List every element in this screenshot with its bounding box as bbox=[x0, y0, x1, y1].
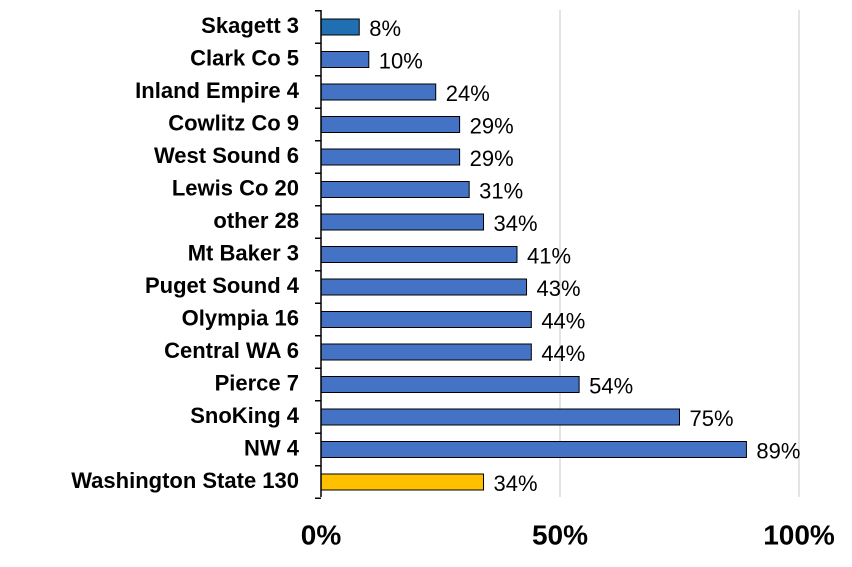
category-label: Cowlitz Co 9 bbox=[168, 110, 299, 135]
category-label: Olympia 16 bbox=[182, 305, 299, 330]
data-label: 41% bbox=[527, 243, 571, 268]
bar-2 bbox=[320, 83, 437, 101]
data-label: 31% bbox=[479, 178, 523, 203]
data-label: 44% bbox=[541, 341, 585, 366]
y-axis bbox=[315, 10, 322, 499]
bar-4 bbox=[320, 148, 461, 166]
bar-0 bbox=[320, 18, 360, 36]
bar-5 bbox=[320, 181, 470, 198]
category-label: Washington State 130 bbox=[71, 468, 299, 493]
x-tick-label: 50% bbox=[532, 519, 588, 550]
data-label: 89% bbox=[756, 438, 800, 463]
category-label: Inland Empire 4 bbox=[135, 78, 300, 103]
x-tick-label: 0% bbox=[301, 519, 342, 550]
data-label: 29% bbox=[470, 146, 514, 171]
data-label: 75% bbox=[690, 406, 734, 431]
data-label: 24% bbox=[446, 81, 490, 106]
data-label: 44% bbox=[541, 308, 585, 333]
category-label: Pierce 7 bbox=[215, 370, 299, 395]
bar-12 bbox=[320, 408, 680, 426]
category-label: Central WA 6 bbox=[164, 338, 299, 363]
data-label: 29% bbox=[470, 113, 514, 138]
category-label: West Sound 6 bbox=[154, 143, 299, 168]
bar-7 bbox=[320, 246, 518, 263]
category-label: other 28 bbox=[213, 208, 299, 233]
bar-13 bbox=[320, 441, 747, 458]
x-tick-labels: 0% 50% 100% bbox=[301, 519, 835, 550]
bar-6 bbox=[320, 213, 485, 231]
data-label: 8% bbox=[369, 16, 401, 41]
category-label: Lewis Co 20 bbox=[172, 175, 299, 200]
data-label: 43% bbox=[537, 276, 581, 301]
category-label: Clark Co 5 bbox=[190, 45, 299, 70]
bar-10 bbox=[320, 343, 532, 361]
category-label: Skagett 3 bbox=[201, 13, 299, 38]
data-label: 34% bbox=[494, 211, 538, 236]
bar-3 bbox=[320, 116, 461, 133]
bars bbox=[320, 18, 747, 491]
data-labels: 8%10%24%29%29%31%34%41%43%44%44%54%75%89… bbox=[369, 16, 800, 496]
bar-11 bbox=[320, 376, 580, 393]
data-label: 34% bbox=[494, 471, 538, 496]
category-label: Mt Baker 3 bbox=[188, 240, 299, 265]
x-tick-label: 100% bbox=[763, 519, 835, 550]
data-label: 10% bbox=[379, 48, 423, 73]
data-label: 54% bbox=[589, 373, 633, 398]
bar-1 bbox=[320, 51, 370, 68]
category-label: Puget Sound 4 bbox=[145, 273, 300, 298]
category-labels: Skagett 3 Clark Co 5 Inland Empire 4 Cowlit… bbox=[71, 13, 300, 493]
category-label: SnoKing 4 bbox=[190, 403, 300, 428]
category-label: NW 4 bbox=[244, 435, 300, 460]
bar-8 bbox=[320, 278, 528, 296]
bar-14 bbox=[320, 473, 485, 491]
bar-9 bbox=[320, 311, 532, 328]
